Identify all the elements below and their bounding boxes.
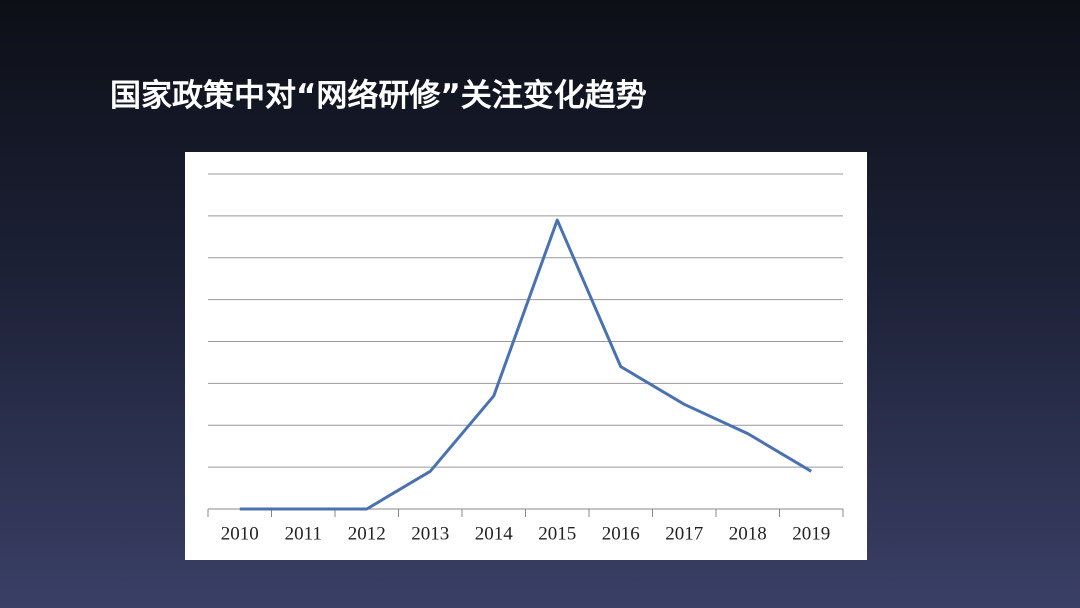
slide-title: 国家政策中对“网络研修”关注变化趋势: [110, 78, 647, 114]
chart-background: [185, 152, 867, 560]
x-tick-label: 2016: [602, 523, 640, 544]
data-line: [239, 218, 813, 511]
x-tick-label: 2015: [538, 523, 576, 544]
x-tick-label: 2012: [348, 523, 386, 544]
x-tick-label: 2014: [475, 523, 514, 544]
x-tick-label: 2011: [285, 523, 322, 544]
x-tick-label: 2013: [411, 523, 449, 544]
x-tick-label: 2019: [792, 523, 830, 544]
x-tick-label: 2010: [221, 523, 259, 544]
x-tick-label: 2018: [729, 523, 767, 544]
x-tick-label: 2017: [665, 523, 703, 544]
